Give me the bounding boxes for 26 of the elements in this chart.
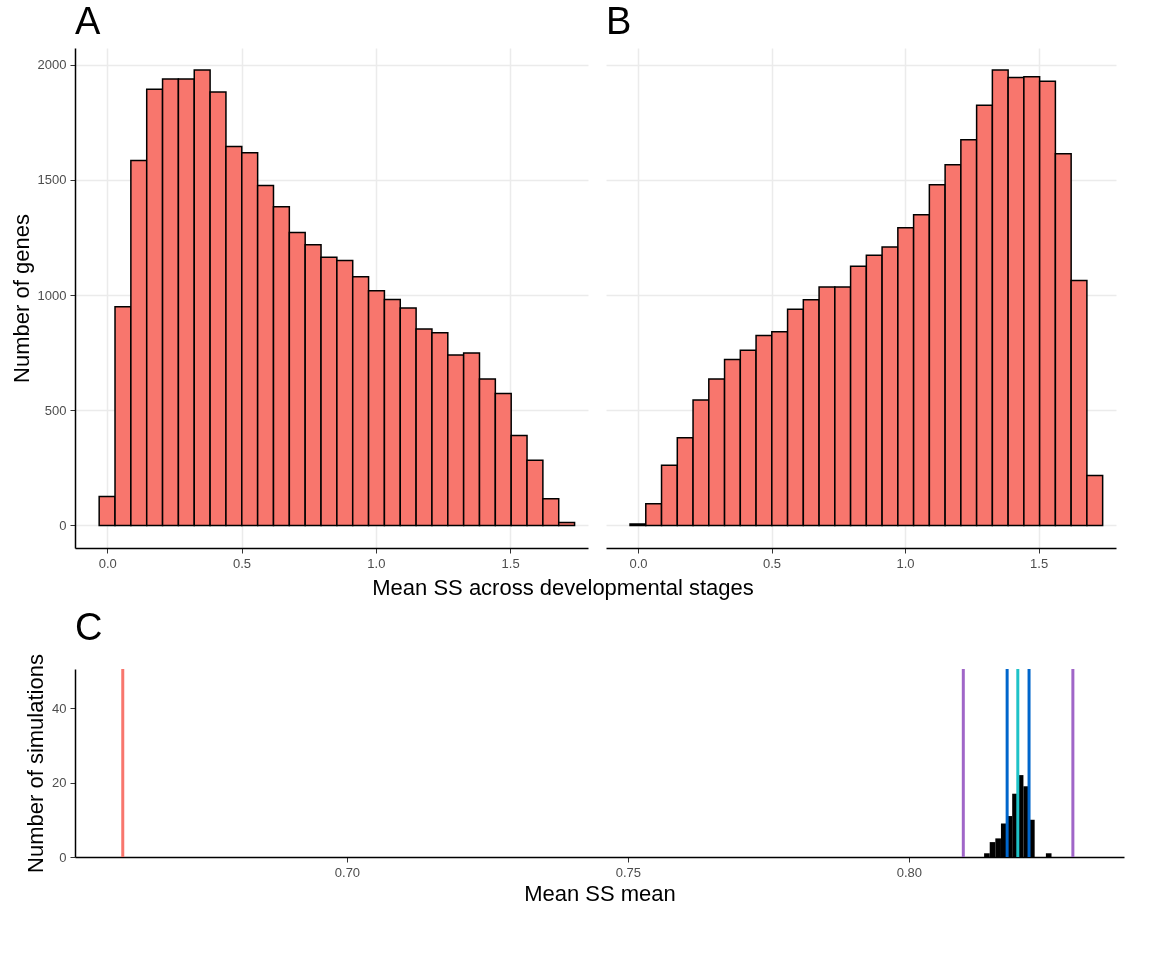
y-tick-label: 40 [52,700,67,716]
x-tick-label: 0.75 [615,864,642,880]
x-tick-label: 0.70 [334,864,361,880]
y-axis-title: Number of genes [8,214,34,383]
x-tick-label: 0.5 [763,555,782,571]
x-tick-label: 1.5 [1030,555,1049,571]
y-tick-label: 0 [59,849,67,865]
y-tick-label: 0 [59,517,67,533]
x-tick-label: 1.0 [367,555,386,571]
chart-title: A [75,0,101,42]
chart-title: B [606,0,632,42]
x-axis-title: Mean SS across developmental stages [372,575,754,600]
chart-title: C [75,605,103,648]
y-tick-label: 2000 [37,57,67,73]
y-tick-label: 20 [52,775,67,791]
x-tick-label: 0.0 [98,555,117,571]
x-tick-label: 0.0 [629,555,648,571]
y-tick-label: 1500 [37,172,67,188]
y-tick-label: 1000 [37,287,67,303]
x-tick-label: 0.5 [232,555,252,571]
x-axis-title: Mean SS mean [524,880,676,906]
x-tick-label: 0.80 [896,864,922,880]
y-tick-label: 500 [44,402,67,418]
y-axis-title: Number of simulations [23,654,49,873]
x-tick-label: 1.0 [896,555,915,571]
x-tick-label: 1.5 [501,555,520,571]
